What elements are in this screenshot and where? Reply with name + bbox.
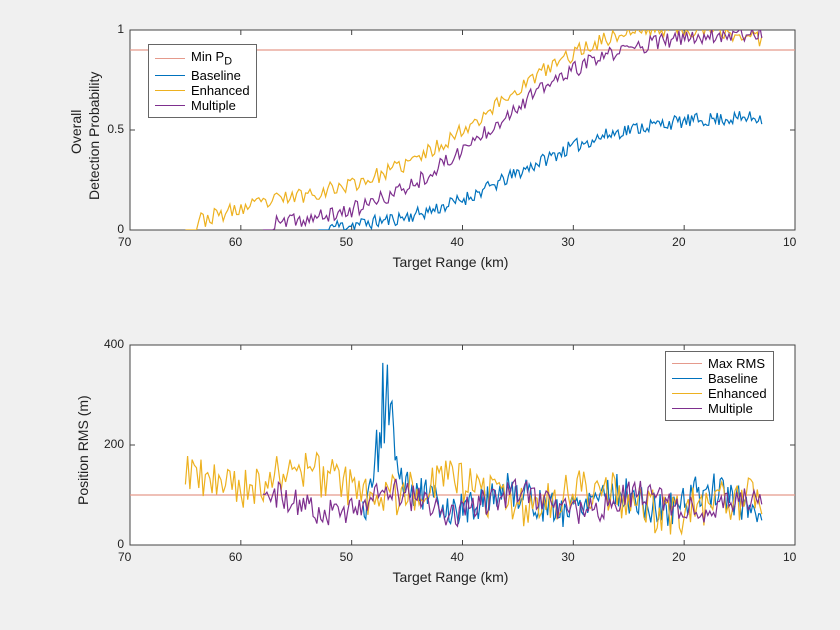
xtick-label: 70 <box>118 235 131 249</box>
xtick-label: 30 <box>561 550 574 564</box>
xtick-label: 50 <box>340 235 353 249</box>
legend-label: Multiple <box>708 401 753 416</box>
xtick-label: 40 <box>451 235 464 249</box>
legend-swatch <box>155 58 185 59</box>
legend-top: Min PDBaselineEnhancedMultiple <box>148 44 257 118</box>
legend-label: Enhanced <box>191 83 250 98</box>
legend-item: Baseline <box>155 68 250 83</box>
legend-swatch <box>672 378 702 379</box>
legend-swatch <box>672 363 702 364</box>
xtick-label: 50 <box>340 550 353 564</box>
legend-item: Max RMS <box>672 356 767 371</box>
ylabel-line2: Detection Probability <box>86 72 102 200</box>
legend-bottom: Max RMSBaselineEnhancedMultiple <box>665 351 774 421</box>
legend-item: Multiple <box>155 98 250 113</box>
legend-swatch <box>155 105 185 106</box>
legend-item: Multiple <box>672 401 767 416</box>
xtick-label: 10 <box>783 235 796 249</box>
legend-label: Baseline <box>191 68 241 83</box>
legend-item: Enhanced <box>672 386 767 401</box>
xtick-label: 30 <box>561 235 574 249</box>
ytick-label: 0 <box>117 222 124 236</box>
legend-item: Min PD <box>155 49 250 68</box>
xtick-label: 60 <box>229 235 242 249</box>
legend-item: Enhanced <box>155 83 250 98</box>
legend-label: Enhanced <box>708 386 767 401</box>
legend-swatch <box>672 393 702 394</box>
ylabel-line1: Overall <box>68 110 84 154</box>
xtick-label: 70 <box>118 550 131 564</box>
xtick-label: 40 <box>451 550 464 564</box>
ylabel: Position RMS (m) <box>75 395 91 505</box>
legend-label: Max RMS <box>708 356 765 371</box>
xlabel: Target Range (km) <box>393 254 509 270</box>
legend-swatch <box>155 90 185 91</box>
xlabel: Target Range (km) <box>393 569 509 585</box>
legend-item: Baseline <box>672 371 767 386</box>
xtick-label: 20 <box>672 550 685 564</box>
legend-label: Min PD <box>191 49 232 68</box>
ytick-label: 1 <box>117 22 124 36</box>
ytick-label: 400 <box>104 337 124 351</box>
ytick-label: 0 <box>117 537 124 551</box>
ytick-label: 0.5 <box>107 122 124 136</box>
legend-label: Multiple <box>191 98 236 113</box>
ytick-label: 200 <box>104 437 124 451</box>
xtick-label: 60 <box>229 550 242 564</box>
legend-label: Baseline <box>708 371 758 386</box>
xtick-label: 10 <box>783 550 796 564</box>
legend-swatch <box>155 75 185 76</box>
xtick-label: 20 <box>672 235 685 249</box>
legend-swatch <box>672 408 702 409</box>
